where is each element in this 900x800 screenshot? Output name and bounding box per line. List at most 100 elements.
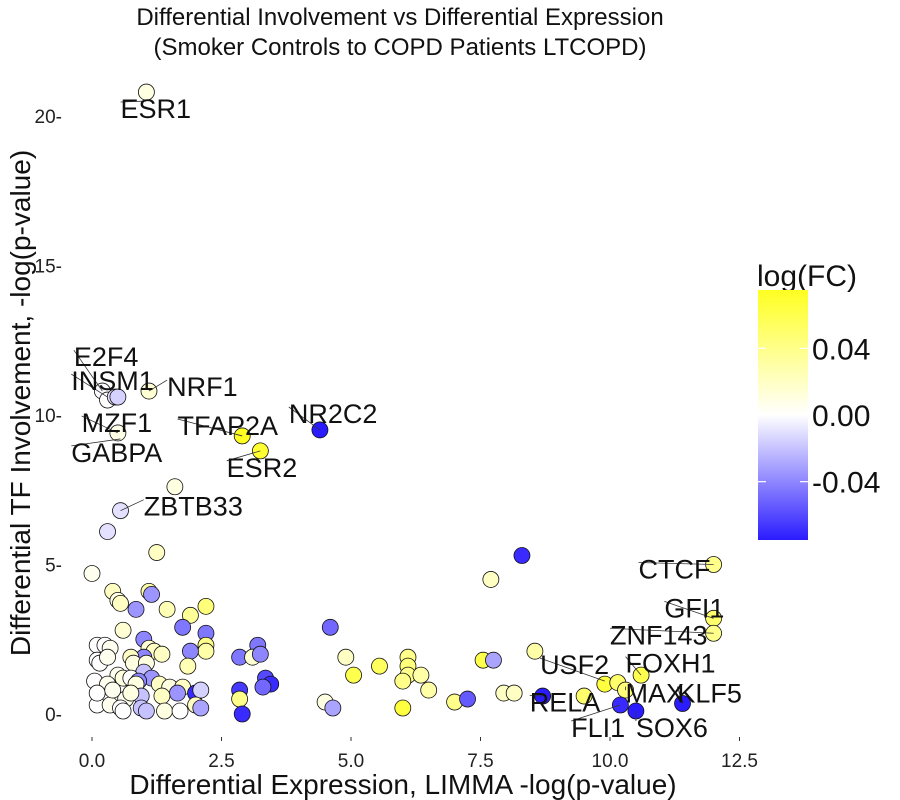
data-point (112, 594, 129, 612)
gene-label: FLI1 (571, 713, 625, 743)
data-point (174, 618, 192, 636)
data-point (321, 618, 339, 636)
data-point (127, 600, 145, 618)
gene-label: INSM1 (71, 366, 154, 396)
gene-label: GFI1 (664, 593, 724, 623)
gene-label: ZNF143 (610, 620, 708, 650)
x-tick-label: 12.5 (721, 751, 758, 772)
data-point (231, 690, 249, 708)
data-point (88, 684, 106, 702)
color-legend: log(FC) -0.04 0.00 0.04 (757, 260, 880, 540)
label-connector (539, 657, 605, 682)
legend-tick-label: 0.04 (812, 333, 870, 366)
chart-title: Differential Involvement vs Differential… (136, 4, 663, 31)
data-point (104, 681, 122, 699)
x-tick-label: 5.0 (338, 751, 364, 772)
data-point (158, 600, 176, 618)
y-tick-label: 10- (35, 406, 62, 427)
label-connector (571, 704, 621, 722)
data-point (153, 687, 171, 705)
data-point (197, 597, 215, 615)
gene-label: USF2 (540, 650, 609, 680)
gene-label: FOXH1 (626, 649, 716, 679)
data-point (482, 571, 500, 588)
y-tick-label: 5- (45, 556, 62, 577)
gene-label: NRF1 (167, 372, 238, 402)
data-point (83, 565, 101, 582)
label-connector (226, 450, 261, 462)
data-point (513, 547, 531, 564)
data-point (143, 586, 160, 603)
data-point (112, 502, 129, 520)
data-point (137, 702, 155, 720)
label-connector (73, 349, 103, 392)
label-connector (664, 600, 714, 619)
x-tick-label: 2.5 (208, 751, 234, 772)
data-point (526, 642, 544, 660)
data-point (192, 681, 210, 699)
data-point (254, 678, 272, 696)
data-point (148, 544, 166, 561)
legend-tick-label: 0.00 (812, 400, 870, 433)
chart-subtitle: (Smoker Controls to COPD Patients LTCOPD… (153, 34, 646, 61)
data-point (99, 648, 116, 666)
data-point (394, 672, 412, 690)
data-point (324, 699, 342, 717)
data-point (179, 657, 197, 675)
label-connector (120, 100, 147, 103)
x-axis-title: Differential Expression, LIMMA -log(p-va… (129, 769, 676, 800)
x-tick-label: 10.0 (592, 751, 629, 772)
data-point (99, 523, 116, 541)
gene-label: MZF1 (82, 408, 153, 438)
label-connector (71, 438, 121, 447)
data-point (459, 690, 476, 708)
data-point (575, 687, 593, 705)
data-point (345, 666, 362, 684)
data-point (485, 651, 502, 669)
data-point (114, 702, 132, 720)
data-points (83, 83, 722, 723)
label-connector (71, 373, 108, 398)
data-point (251, 645, 269, 663)
gene-label: MAX (626, 679, 685, 709)
data-point (114, 621, 132, 639)
label-connector (609, 627, 714, 634)
data-point (233, 705, 251, 723)
gene-label: RELA (530, 688, 601, 718)
legend-tick-label: -0.04 (812, 467, 880, 500)
y-axis: 0- 5- 10- 15- 20- (35, 107, 62, 726)
legend-title: log(FC) (757, 260, 857, 293)
x-axis: 0.0 2.5 5.0 7.5 10.0 12.5 (79, 737, 758, 772)
gene-label: GABPA (71, 438, 162, 468)
gene-label: ESR1 (120, 94, 191, 124)
gene-label: E2F4 (74, 342, 139, 372)
data-point (182, 642, 199, 660)
label-connector (120, 499, 144, 512)
data-point (197, 642, 215, 660)
legend-colorbar (758, 290, 808, 540)
data-point (122, 684, 140, 702)
data-point (337, 648, 355, 666)
label-connector (288, 406, 321, 431)
x-tick-label: 7.5 (467, 751, 493, 772)
data-point (109, 388, 127, 406)
data-point (412, 666, 430, 684)
label-connector (676, 686, 683, 704)
data-point (182, 606, 199, 624)
gene-label: ESR2 (227, 453, 298, 483)
data-point (166, 478, 184, 496)
data-point (169, 684, 186, 702)
gene-label: SOX6 (636, 713, 708, 743)
label-connector (148, 379, 168, 392)
y-axis-title: Differential TF Involvement, -log(p-valu… (5, 150, 36, 656)
gene-label: NR2C2 (289, 399, 378, 429)
gene-label: TFAP2A (177, 411, 278, 441)
data-point (153, 645, 171, 663)
y-tick-label: 15- (35, 257, 62, 278)
gene-label: ZBTB33 (144, 492, 243, 522)
data-point (505, 684, 523, 702)
data-point (192, 699, 210, 717)
data-point (156, 702, 173, 720)
label-connector (177, 418, 243, 437)
